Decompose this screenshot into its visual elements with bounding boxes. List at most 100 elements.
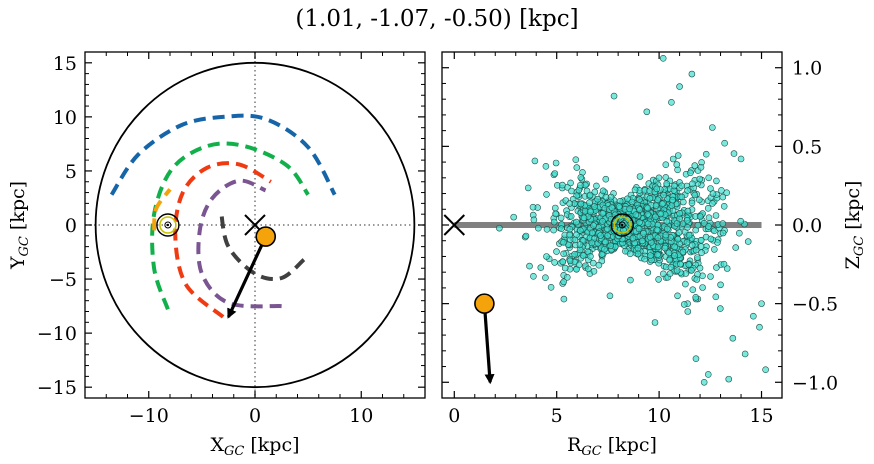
scatter-point (529, 203, 537, 211)
scatter-point (710, 227, 718, 235)
right-ticks (442, 52, 782, 398)
scatter-point (553, 248, 560, 255)
scatter-point (689, 286, 697, 294)
right-x-axis-label: RGC [kpc] (567, 434, 657, 459)
scatter-point (560, 239, 567, 246)
scatter-point (602, 238, 609, 246)
scatter-point (587, 208, 594, 215)
scatter-point (699, 284, 706, 291)
scatter-point (713, 264, 720, 271)
scatter-point (629, 234, 637, 242)
scatter-point (631, 186, 639, 194)
scatter-point (586, 199, 593, 206)
scatter-point (634, 244, 642, 252)
scatter-point (615, 203, 623, 210)
scatter-point (568, 187, 575, 195)
spiral-arm-2 (150, 141, 310, 310)
scatter-point (669, 196, 676, 204)
scatter-point (577, 200, 585, 208)
markers (443, 213, 634, 385)
scatter-point (692, 355, 700, 362)
scatter-point (719, 229, 727, 237)
scatter-point (683, 217, 691, 224)
scatter-point (552, 159, 560, 167)
scatter-point (652, 202, 660, 209)
scatter-point (661, 244, 669, 252)
scatter-point (588, 229, 596, 237)
scatter-point (744, 238, 752, 245)
scatter-point (576, 241, 584, 248)
scatter-point (665, 249, 673, 257)
scatter-point (694, 221, 702, 229)
scatter-point (663, 218, 671, 225)
x-tick-label: 15 (749, 405, 773, 427)
scatter-point (712, 212, 720, 219)
scatter-point (522, 232, 530, 240)
scatter-point (674, 152, 682, 159)
scatter-point (628, 198, 636, 206)
scatter-point (729, 334, 737, 342)
left-panel: −10 0 10 15 10 5 0 −5 −10 −15 XGC [kpc] YGC [kpc] (7, 51, 426, 459)
scatter-point (719, 193, 727, 201)
spiral-arm-3 (173, 161, 272, 319)
scatter-point (594, 195, 601, 203)
right-y-axis-label: ZGC [kpc] (842, 181, 867, 270)
scatter-point (567, 213, 575, 220)
scatter-point (705, 174, 713, 182)
scatter-point (526, 262, 533, 270)
scatter-point (654, 243, 662, 251)
scatter-point (679, 248, 687, 256)
scatter-point (586, 191, 594, 199)
scatter-point (566, 257, 574, 265)
scatter-point (653, 185, 661, 193)
scatter-point (591, 203, 598, 210)
scatter-point (626, 205, 633, 213)
scatter-point (638, 237, 646, 245)
scatter-point (688, 199, 696, 207)
scatter-point (591, 188, 599, 196)
scatter-point (720, 203, 728, 210)
scatter-point (700, 220, 708, 227)
scatter-point (709, 190, 717, 197)
scatter-point (762, 366, 769, 373)
scatter-point (685, 231, 693, 239)
scatter-point (707, 235, 715, 243)
scatter-point (560, 295, 568, 303)
scatter-point (717, 281, 724, 289)
y-tick-label: −1.0 (792, 372, 838, 394)
scatter-point (561, 264, 569, 272)
scatter-point (704, 371, 712, 378)
scatter-point (602, 175, 610, 183)
scatter-point (680, 301, 688, 308)
scatter-point (678, 182, 686, 190)
scatter-point (697, 236, 705, 244)
scatter-point (677, 260, 684, 268)
scatter-point (673, 161, 681, 168)
scatter-point (558, 225, 565, 232)
scatter-point (685, 261, 693, 268)
scatter-point (550, 218, 558, 226)
target-marker (255, 226, 277, 247)
scatter-point (566, 225, 574, 233)
y-tick-label: −5 (49, 269, 77, 291)
spiral-arm-4 (196, 178, 282, 309)
scatter-point (713, 177, 720, 185)
y-tick-label: −0.5 (792, 294, 838, 316)
scatter-point (624, 195, 631, 203)
scatter-point (644, 269, 652, 276)
y-tick-label: 10 (53, 107, 77, 129)
x-tick-label: 10 (349, 405, 373, 427)
scatter-point (566, 200, 573, 207)
scatter-point (560, 278, 568, 286)
scatter-point (646, 234, 654, 241)
scatter-point (604, 225, 611, 233)
scatter-point (572, 156, 580, 163)
scatter-point (721, 139, 728, 147)
scatter-point (627, 276, 634, 284)
scatter-point (606, 292, 614, 300)
scatter-point (599, 187, 607, 195)
markers (156, 213, 277, 319)
spiral-arm-6 (152, 188, 172, 231)
scatter-point (673, 267, 681, 274)
